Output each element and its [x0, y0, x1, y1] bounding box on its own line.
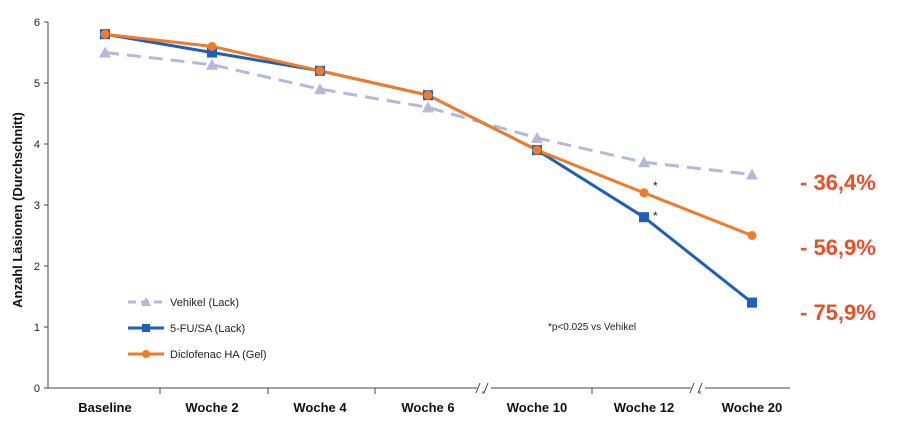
data-point	[314, 83, 326, 95]
data-point	[639, 188, 649, 198]
axis-break-mark	[483, 382, 489, 394]
legend-label: Diclofenac HA (Gel)	[170, 349, 267, 361]
data-point	[206, 58, 218, 70]
legend-marker	[142, 350, 150, 358]
data-point	[639, 212, 649, 223]
data-point	[638, 156, 650, 168]
y-tick-label: 5	[34, 78, 40, 90]
legend-label: 5-FU/SA (Lack)	[170, 323, 245, 335]
series-line-0	[104, 51, 753, 176]
data-point	[747, 297, 757, 308]
legend: Vehikel (Lack) 5-FU/SA (Lack) Diclofenac H…	[128, 297, 267, 361]
axis-break-mark	[475, 382, 481, 394]
axis-break-gap	[691, 385, 705, 391]
y-axis-label: Anzahl Läsionen (Durchschnitt)	[10, 112, 25, 308]
reduction-5fu: - 75,9%	[800, 300, 876, 325]
data-point	[99, 46, 111, 58]
axis-break-gap	[477, 385, 491, 391]
x-tick-label: Woche 12	[614, 400, 674, 415]
reduction-diclofenac: - 56,9%	[800, 235, 876, 260]
x-tick-label: Woche 6	[401, 400, 454, 415]
x-tick-label: Baseline	[78, 400, 131, 415]
axis-break-mark	[697, 382, 703, 394]
data-point	[531, 131, 543, 143]
axis-break-mark	[689, 382, 695, 394]
data-point	[100, 29, 110, 39]
significance-note: *p<0.025 vs Vehikel	[548, 322, 636, 333]
axes: 0 1 2 3 4 5 6 Baseline Woche 2 Woche 4 Woche 6 Woch…	[34, 17, 790, 415]
x-tick-label: Woche 4	[293, 400, 347, 415]
legend-marker	[141, 297, 151, 306]
y-tick-label: 6	[34, 17, 40, 29]
data-point	[207, 41, 217, 51]
data-point	[532, 145, 542, 155]
data-point	[423, 90, 433, 100]
data-point	[747, 231, 757, 240]
x-tick-label: Woche 10	[507, 400, 567, 415]
y-tick-label: 1	[34, 322, 40, 334]
data-point	[422, 101, 434, 113]
series-line-1	[104, 32, 753, 304]
star-woche-12-5fu: *	[653, 209, 658, 223]
series-layer	[99, 29, 758, 308]
legend-marker	[142, 324, 150, 332]
legend-label: Vehikel (Lack)	[170, 297, 239, 309]
x-tick-label: Woche 2	[185, 400, 238, 415]
y-tick-label: 4	[34, 139, 40, 151]
y-tick-label: 0	[34, 383, 40, 395]
data-point	[315, 66, 325, 76]
y-tick-label: 2	[34, 261, 40, 273]
star-woche-12-diclofenac: *	[653, 179, 658, 193]
data-point	[207, 47, 217, 58]
reduction-vehikel: - 36,4%	[800, 170, 876, 195]
x-tick-label: Woche 20	[722, 400, 782, 415]
y-tick-label: 3	[34, 200, 40, 212]
data-point	[746, 168, 758, 180]
